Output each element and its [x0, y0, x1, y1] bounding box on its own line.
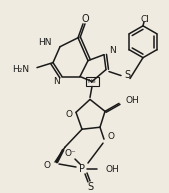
Text: N: N: [54, 77, 60, 86]
Text: OH: OH: [125, 96, 139, 105]
Text: Ne: Ne: [88, 79, 96, 84]
Text: P: P: [79, 164, 85, 174]
Text: H₂N: H₂N: [12, 65, 29, 74]
Text: O: O: [65, 110, 72, 119]
Text: OH: OH: [106, 165, 120, 174]
Text: O: O: [81, 14, 89, 24]
Text: N: N: [109, 46, 116, 55]
Text: O⁻: O⁻: [64, 149, 76, 157]
FancyBboxPatch shape: [86, 77, 99, 86]
Text: HN: HN: [39, 38, 52, 47]
Text: O: O: [108, 132, 115, 141]
Text: Cl: Cl: [141, 15, 149, 24]
Text: S: S: [87, 182, 93, 192]
Text: O: O: [44, 161, 51, 169]
Text: S: S: [124, 69, 130, 80]
